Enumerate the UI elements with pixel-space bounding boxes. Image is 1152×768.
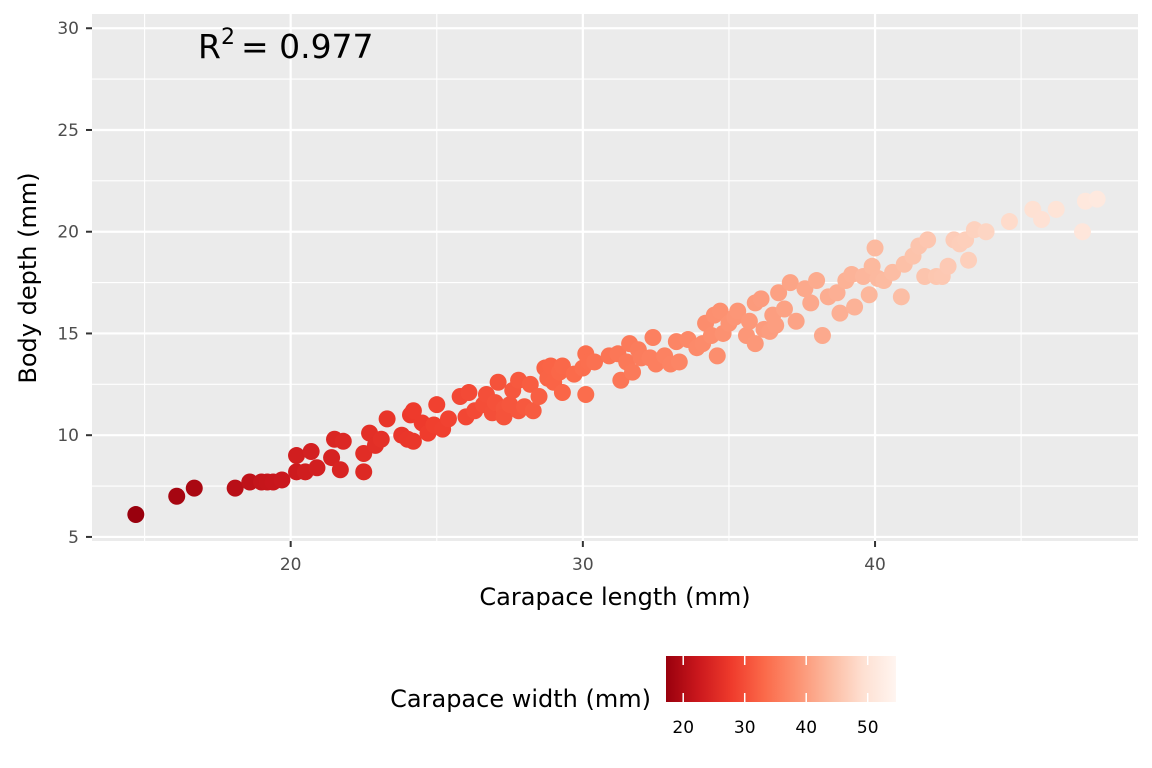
data-point xyxy=(866,239,884,257)
data-point xyxy=(919,231,937,249)
data-point xyxy=(288,447,306,465)
data-point xyxy=(168,487,186,505)
data-point xyxy=(185,479,203,497)
y-tick-label: 25 xyxy=(57,121,79,141)
data-point xyxy=(1088,190,1106,208)
data-point xyxy=(323,449,341,467)
y-axis: 5 10 15 20 25 30 xyxy=(57,19,92,548)
major-gridlines xyxy=(92,14,1138,541)
data-point xyxy=(331,461,349,479)
data-point xyxy=(355,463,373,481)
data-point xyxy=(308,459,326,477)
legend-tick-label: 20 xyxy=(672,718,694,738)
data-point xyxy=(711,302,729,320)
data-points xyxy=(127,190,1106,524)
y-tick-label: 15 xyxy=(57,324,79,344)
data-point xyxy=(828,284,846,302)
x-axis-title: Carapace length (mm) xyxy=(479,583,750,611)
data-point xyxy=(729,302,747,320)
data-point xyxy=(524,402,542,420)
data-point xyxy=(767,316,785,334)
data-point xyxy=(846,298,864,316)
data-point xyxy=(770,284,788,302)
data-point xyxy=(334,432,352,450)
r-squared-annotation: R2 = 0.977 xyxy=(198,25,374,66)
data-point xyxy=(802,294,820,312)
r-squared-value: = 0.977 xyxy=(241,27,374,66)
legend-tick-label: 40 xyxy=(795,718,817,738)
y-tick-label: 5 xyxy=(68,528,79,548)
data-point xyxy=(746,335,764,353)
legend-tick-label: 50 xyxy=(857,718,879,738)
data-point xyxy=(916,267,934,285)
data-point xyxy=(977,223,995,241)
y-tick-label: 30 xyxy=(57,19,79,39)
x-tick-label: 30 xyxy=(572,555,594,575)
data-point xyxy=(644,329,662,347)
data-point xyxy=(553,383,571,401)
data-point xyxy=(127,506,145,524)
plot-panel xyxy=(92,14,1138,541)
data-point xyxy=(1000,213,1018,231)
data-point xyxy=(577,385,595,403)
data-point xyxy=(302,442,320,460)
data-point xyxy=(813,326,831,344)
data-point xyxy=(860,286,878,304)
y-axis-title: Body depth (mm) xyxy=(14,172,42,383)
data-point xyxy=(439,410,457,428)
data-point xyxy=(521,375,539,393)
data-point xyxy=(372,430,390,448)
data-point xyxy=(831,304,849,322)
data-point xyxy=(1073,223,1091,241)
data-point xyxy=(273,471,291,489)
legend-title: Carapace width (mm) xyxy=(390,685,651,713)
data-point xyxy=(939,257,957,275)
legend-tick-label: 30 xyxy=(734,718,756,738)
data-point xyxy=(775,300,793,318)
color-legend: Carapace width (mm) 20 30 40 50 xyxy=(390,656,896,738)
x-axis: 20 30 40 xyxy=(280,541,886,575)
data-point xyxy=(378,410,396,428)
r-squared-base: R xyxy=(198,27,221,66)
data-point xyxy=(708,347,726,365)
data-point xyxy=(404,402,422,420)
data-point xyxy=(740,312,758,330)
data-point xyxy=(781,274,799,292)
x-tick-label: 20 xyxy=(280,555,302,575)
data-point xyxy=(624,363,642,381)
y-tick-label: 20 xyxy=(57,223,79,243)
legend-ticks: 20 30 40 50 xyxy=(672,656,879,738)
x-tick-label: 40 xyxy=(864,555,886,575)
data-point xyxy=(752,290,770,308)
data-point xyxy=(1047,200,1065,218)
data-point xyxy=(960,251,978,269)
data-point xyxy=(670,353,688,371)
data-point xyxy=(808,272,826,290)
r-squared-superscript: 2 xyxy=(221,25,235,50)
data-point xyxy=(460,383,478,401)
data-point xyxy=(892,288,910,306)
data-point xyxy=(404,432,422,450)
data-point xyxy=(241,473,259,491)
data-point xyxy=(586,353,604,371)
data-point xyxy=(226,479,244,497)
data-point xyxy=(1033,211,1051,229)
data-point xyxy=(489,373,507,391)
data-point xyxy=(787,312,805,330)
data-point xyxy=(530,388,548,406)
legend-colorbar xyxy=(666,656,896,702)
data-point xyxy=(428,396,446,414)
y-tick-label: 10 xyxy=(57,426,79,446)
